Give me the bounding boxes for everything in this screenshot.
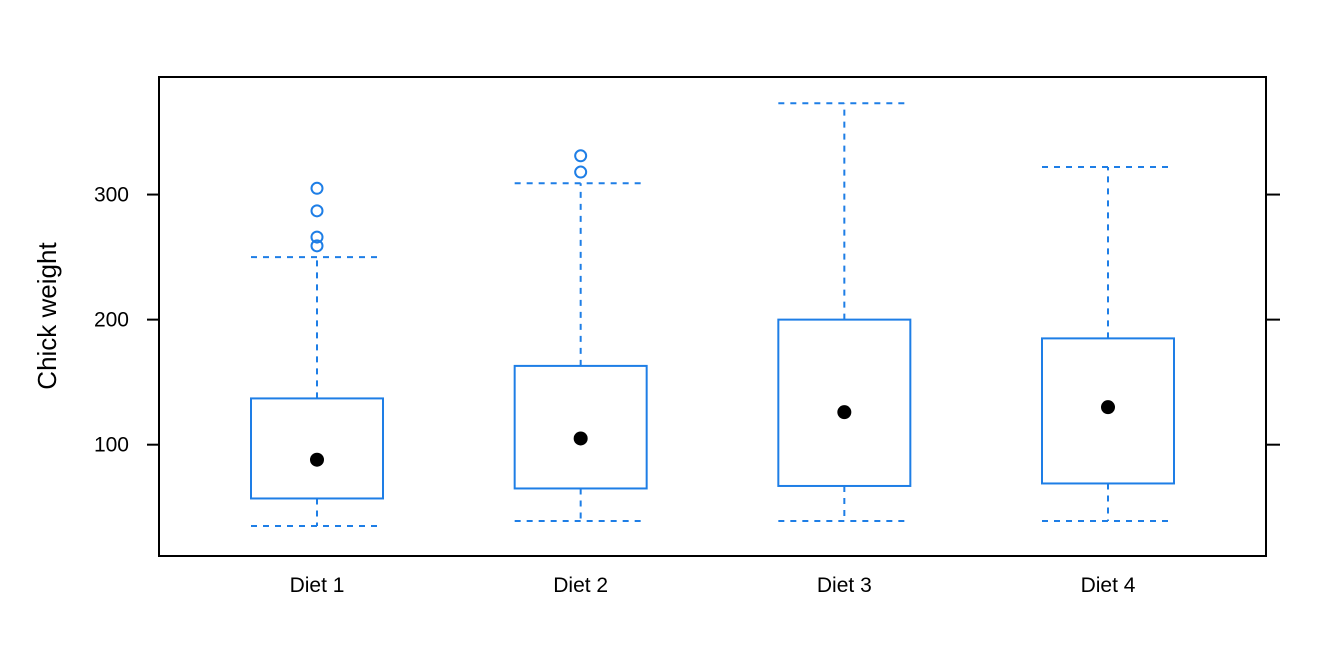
- y-tick-label: 200: [94, 309, 129, 332]
- x-tick-label: Diet 2: [553, 574, 608, 597]
- y-axis-title: Chick weight: [32, 242, 62, 390]
- outlier-point: [310, 230, 324, 244]
- box-group: [250, 181, 384, 527]
- box-group: [1041, 166, 1175, 522]
- x-axis: Diet 1 Diet 2 Diet 3 Diet 4: [290, 574, 1136, 597]
- iqr-box: [513, 364, 648, 490]
- y-tick-label: 300: [94, 184, 129, 207]
- outlier-point: [574, 149, 588, 163]
- y-tick-label: 100: [94, 434, 129, 457]
- x-tick-label: Diet 4: [1081, 574, 1136, 597]
- outlier-point: [310, 239, 324, 253]
- box-group: [513, 149, 648, 522]
- median-point: [837, 405, 852, 420]
- plot-frame: [158, 76, 1267, 557]
- outlier-point: [574, 165, 588, 179]
- median-point: [1101, 400, 1115, 415]
- x-tick-label: Diet 3: [817, 574, 872, 597]
- boxes-layer: [250, 102, 1175, 527]
- y-axis: 100 200 300: [94, 184, 1280, 457]
- median-point: [573, 431, 588, 446]
- outlier-point: [310, 204, 324, 218]
- box-group: [777, 102, 912, 522]
- iqr-box: [250, 397, 384, 500]
- outlier-point: [310, 181, 324, 195]
- median-point: [310, 452, 324, 467]
- iqr-box: [777, 318, 912, 487]
- iqr-box: [1041, 337, 1175, 485]
- x-tick-label: Diet 1: [290, 574, 345, 597]
